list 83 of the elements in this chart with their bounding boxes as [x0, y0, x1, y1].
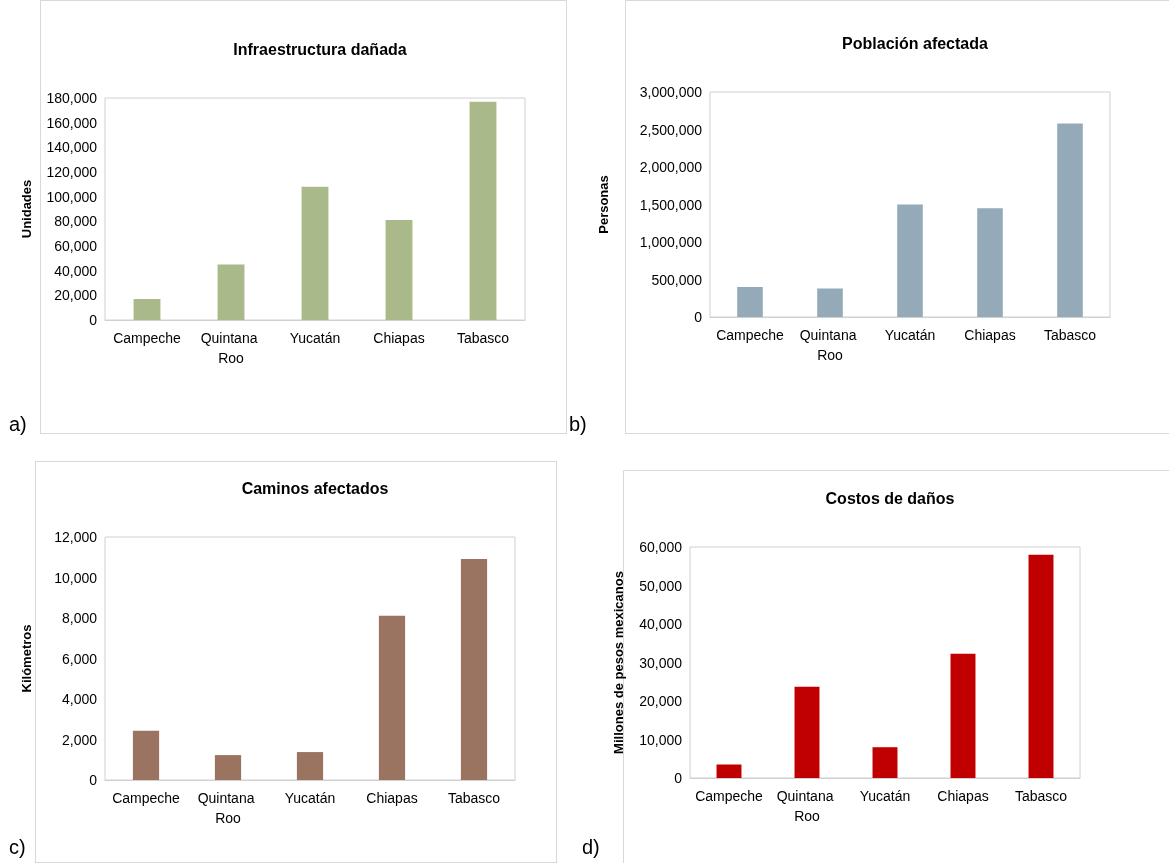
- x-tick-label: Chiapas: [373, 330, 425, 346]
- y-tick-label: 140,000: [46, 139, 98, 156]
- y-tick-label: 3,000,000: [639, 84, 703, 100]
- y-tick-label: 4,000: [61, 691, 98, 707]
- y-tick-label: 6,000: [61, 650, 98, 667]
- x-tick-label: Tabasco: [447, 790, 501, 806]
- y-tick-label: 1,000,000: [639, 234, 703, 250]
- y-axis-title: Kilómetros: [19, 624, 34, 693]
- bar: [217, 264, 245, 320]
- y-axis-title: Unidades: [19, 179, 34, 239]
- y-tick-label: 0: [89, 772, 98, 788]
- bar: [378, 615, 406, 780]
- chart-title: Costos de daños: [825, 489, 955, 507]
- y-tick-label: 0: [89, 312, 98, 328]
- y-axis-title: Personas: [596, 175, 611, 234]
- y-tick-label: 10,000: [639, 731, 683, 748]
- x-tick-label: Campeche: [695, 788, 764, 804]
- x-tick-label: Quintana Roo: [799, 327, 861, 363]
- x-tick-label: Chiapas: [366, 790, 418, 806]
- bar: [716, 764, 742, 778]
- x-tick-label: Quintana Roo: [200, 330, 262, 366]
- chart-title: Población afectada: [842, 34, 989, 52]
- y-tick-label: 1,500,000: [639, 196, 703, 213]
- y-tick-label: 60,000: [639, 539, 683, 555]
- y-tick-label: 10,000: [54, 569, 98, 586]
- x-tick-label: Chiapas: [937, 788, 989, 804]
- y-tick-label: 0: [674, 770, 683, 786]
- y-tick-label: 8,000: [61, 610, 98, 626]
- y-tick-label: 2,000: [61, 731, 98, 748]
- bar: [897, 204, 923, 317]
- bar: [469, 101, 497, 320]
- y-tick-label: 500,000: [651, 271, 703, 288]
- x-tick-label: Yucatán: [884, 327, 936, 343]
- x-tick-label: Quintana Roo: [197, 790, 259, 826]
- y-tick-label: 20,000: [639, 693, 683, 709]
- y-axis-title: Millones de pesos mexicanos: [611, 571, 626, 754]
- y-tick-label: 180,000: [46, 90, 98, 106]
- y-tick-label: 50,000: [639, 577, 683, 594]
- bar: [737, 287, 763, 317]
- y-tick-label: 60,000: [54, 238, 98, 254]
- x-tick-label: Campeche: [113, 330, 182, 346]
- bar: [794, 686, 820, 778]
- x-tick-label: Tabasco: [456, 330, 510, 346]
- bar: [385, 220, 413, 320]
- text: d): [582, 836, 600, 858]
- bar: [1028, 554, 1054, 778]
- y-tick-label: 0: [694, 309, 703, 325]
- y-tick-label: 120,000: [46, 164, 98, 180]
- bar: [133, 299, 161, 320]
- x-tick-label: Quintana Roo: [776, 788, 838, 824]
- y-tick-label: 40,000: [54, 262, 98, 279]
- bar: [132, 730, 160, 780]
- y-tick-label: 2,000,000: [639, 159, 703, 175]
- x-tick-label: Campeche: [716, 327, 785, 343]
- bar: [1057, 123, 1083, 317]
- bar: [301, 186, 329, 320]
- y-tick-label: 40,000: [639, 616, 683, 632]
- x-tick-label: Campeche: [112, 790, 181, 806]
- x-tick-label: Yucatán: [289, 330, 341, 346]
- bar: [977, 208, 1003, 317]
- chart-title: Infraestructura dañada: [233, 40, 407, 58]
- y-tick-label: 100,000: [46, 188, 98, 205]
- bar: [460, 559, 488, 780]
- y-tick-label: 20,000: [54, 287, 98, 304]
- chart-title: Caminos afectados: [241, 479, 389, 497]
- x-tick-label: Yucatán: [859, 788, 911, 804]
- y-tick-label: 30,000: [639, 654, 683, 671]
- text: a): [9, 413, 27, 435]
- text: c): [9, 836, 26, 858]
- y-tick-label: 80,000: [54, 213, 98, 230]
- y-tick-label: 12,000: [54, 529, 98, 545]
- y-tick-label: 160,000: [46, 114, 98, 131]
- x-tick-label: Chiapas: [964, 327, 1016, 343]
- x-tick-label: Tabasco: [1043, 327, 1097, 343]
- x-tick-label: Yucatán: [284, 790, 336, 806]
- y-tick-label: 2,500,000: [639, 121, 703, 138]
- bar: [296, 752, 324, 780]
- bar: [872, 747, 898, 778]
- bar: [817, 288, 843, 317]
- text: b): [569, 413, 587, 435]
- bar: [214, 755, 242, 780]
- bar: [950, 653, 976, 778]
- x-tick-label: Tabasco: [1014, 788, 1068, 804]
